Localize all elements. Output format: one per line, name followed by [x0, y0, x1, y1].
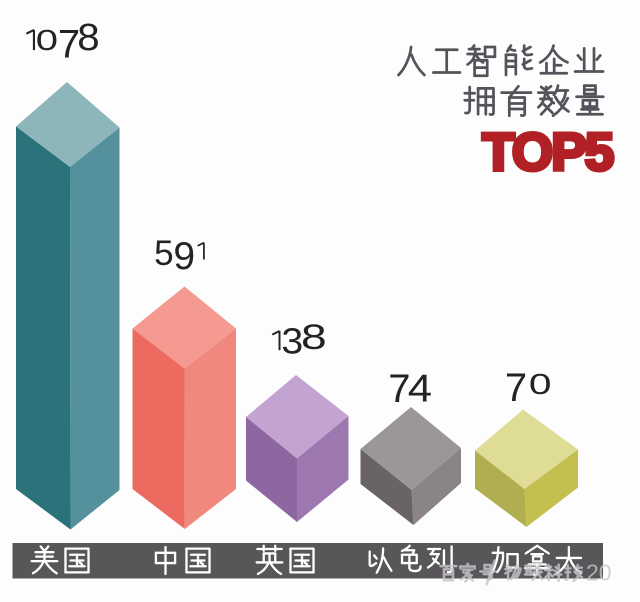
- svg-text:7: 7: [58, 22, 80, 66]
- svg-text:7: 7: [505, 366, 527, 410]
- svg-text:20: 20: [586, 560, 612, 586]
- svg-text:TOP5: TOP5: [482, 123, 613, 182]
- svg-text:3: 3: [281, 321, 303, 361]
- svg-text:8: 8: [77, 17, 99, 59]
- svg-text:0: 0: [36, 24, 58, 56]
- svg-text:0: 0: [529, 369, 552, 401]
- svg-text:8: 8: [301, 317, 327, 357]
- svg-text:9: 9: [173, 235, 195, 278]
- svg-text:5: 5: [154, 234, 173, 273]
- svg-text:4: 4: [408, 367, 432, 410]
- svg-text:7: 7: [388, 367, 410, 411]
